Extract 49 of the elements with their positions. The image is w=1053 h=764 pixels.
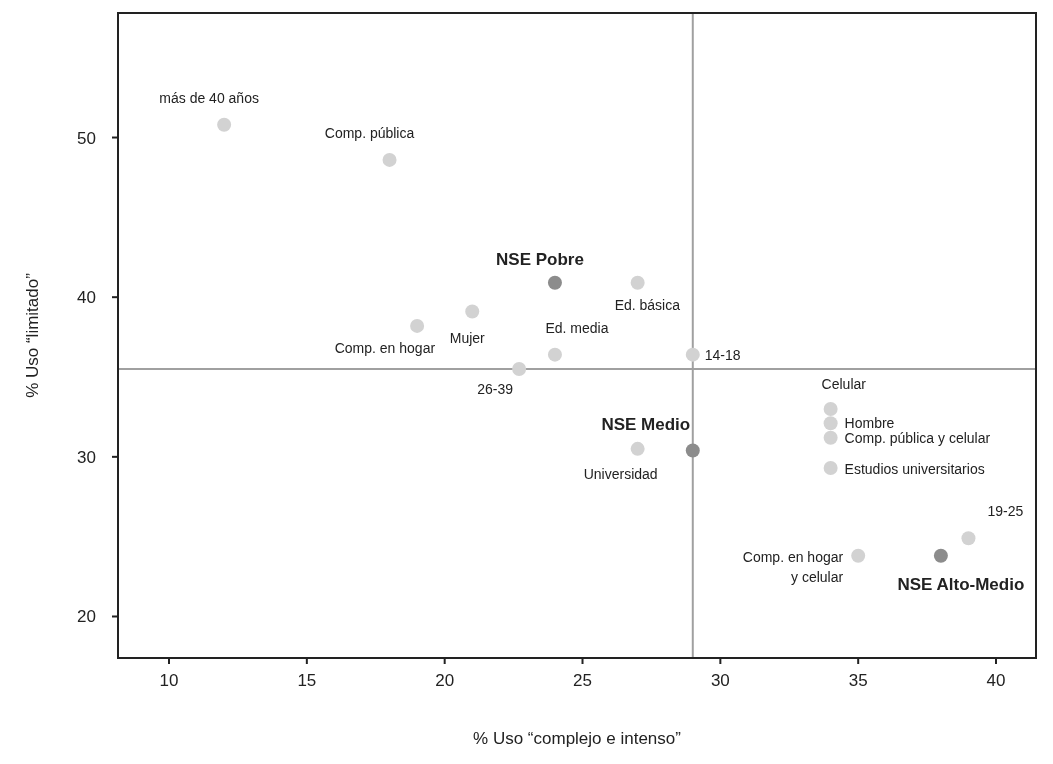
y-tick-label: 50 (77, 128, 96, 148)
point (465, 304, 480, 319)
annotation: Comp. en hogar y celular (742, 548, 844, 585)
x-tick-label: 25 (573, 671, 592, 690)
point (933, 548, 948, 563)
annotation: Ed. media (545, 319, 609, 336)
x-tick-label: 30 (710, 671, 730, 690)
point (630, 275, 645, 290)
x-tick-label: 15 (297, 671, 317, 690)
x-tick-label: 40 (986, 671, 1006, 690)
point (630, 441, 645, 456)
annotation: 19-25 (987, 503, 1024, 520)
annotation: Estudios universitarios (844, 461, 985, 478)
point (823, 416, 838, 431)
point (823, 401, 838, 416)
point (217, 117, 232, 132)
y-axis-title: % Uso “limitado” (23, 272, 42, 398)
point (410, 318, 425, 333)
point (512, 362, 527, 377)
annotation: más de 40 años (159, 89, 259, 106)
point (823, 430, 838, 445)
annotation: 26-39 (477, 381, 514, 398)
y-tick-label: 20 (77, 607, 96, 627)
x-axis-title: % Uso “complejo e intenso” (473, 729, 682, 748)
annotation: NSE Alto-Medio (897, 574, 1025, 594)
annotation: Mujer (449, 329, 486, 346)
x-tick-label: 35 (848, 671, 868, 690)
annotation: Comp. pública y celular (844, 429, 991, 446)
annotation: Comp. en hogar (334, 339, 436, 356)
point (685, 347, 700, 362)
point (685, 443, 700, 458)
annotation: Celular (821, 375, 867, 392)
x-tick-label: 20 (435, 671, 455, 690)
point (547, 275, 562, 290)
point (851, 548, 866, 563)
point (961, 531, 976, 546)
point (382, 152, 397, 167)
annotation: Comp. pública (324, 124, 415, 141)
x-tick-label: 10 (159, 671, 179, 690)
y-tick-label: 30 (77, 447, 96, 467)
y-tick-label: 40 (77, 288, 96, 308)
annotation: Hombre (844, 415, 895, 432)
annotation: Universidad (583, 465, 658, 482)
point (823, 461, 838, 476)
annotation: NSE Pobre (496, 249, 584, 269)
annotation: Ed. básica (614, 296, 681, 313)
annotation: 14-18 (704, 346, 741, 363)
point (547, 347, 562, 362)
annotation: NSE Medio (601, 415, 691, 435)
